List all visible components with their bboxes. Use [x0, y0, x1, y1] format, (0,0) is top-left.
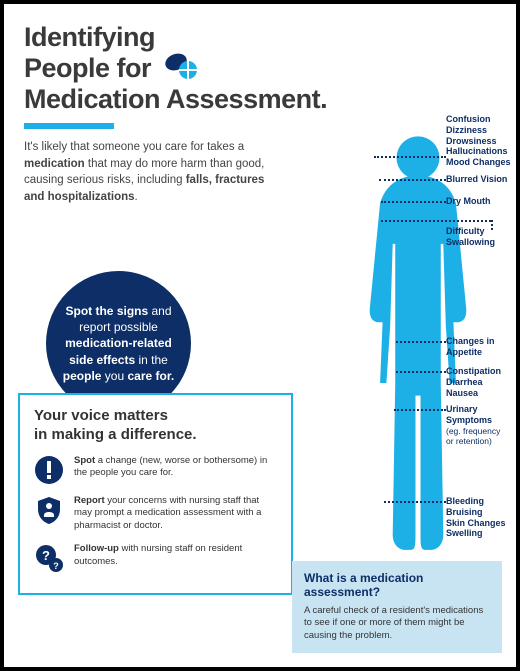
accent-bar [24, 123, 114, 129]
voice-icon [34, 455, 64, 485]
assessment-heading: What is a medication assessment? [304, 571, 490, 599]
leader-line [396, 371, 446, 373]
voice-item: Report your concerns with nursing staff … [34, 495, 277, 533]
symptom-label: Changes inAppetite [446, 336, 495, 358]
assessment-body: A careful check of a resident's medicati… [304, 605, 490, 643]
leader-line [379, 179, 446, 181]
symptom-label: DifficultySwallowing [446, 226, 495, 248]
symptom-label: UrinarySymptoms(eg. frequencyor retentio… [446, 404, 500, 447]
voice-matters-box: Your voice mattersin making a difference… [18, 393, 293, 595]
voice-item: Spot a change (new, worse or bothersome)… [34, 455, 277, 485]
voice-icon: ?? [34, 543, 64, 573]
content-area: Identifying People for Medication Assess… [4, 4, 516, 667]
leader-line [394, 409, 446, 411]
voice-icon [34, 495, 64, 525]
voice-item: ?? Follow-up with nursing staff on reside… [34, 543, 277, 573]
leader-line [381, 220, 491, 222]
leader-line [384, 501, 446, 503]
intro-text: It's likely that someone you care for ta… [24, 139, 274, 206]
svg-text:?: ? [53, 561, 59, 571]
page-title: Identifying People for Medication Assess… [24, 22, 496, 115]
svg-text:?: ? [42, 548, 50, 563]
voice-text: Report your concerns with nursing staff … [74, 495, 277, 533]
pills-icon [164, 52, 200, 87]
voice-text: Follow-up with nursing staff on resident… [74, 543, 277, 569]
voice-text: Spot a change (new, worse or bothersome)… [74, 455, 277, 481]
infographic-page: Identifying People for Medication Assess… [0, 0, 520, 671]
symptom-label: ConstipationDiarrheaNausea [446, 366, 501, 398]
voice-heading: Your voice mattersin making a difference… [34, 407, 277, 445]
leader-line [396, 341, 446, 343]
assessment-box: What is a medication assessment? A caref… [292, 561, 502, 653]
symptom-label: ConfusionDizzinessDrowsinessHallucinatio… [446, 114, 511, 168]
symptom-label: BleedingBruisingSkin ChangesSwelling [446, 496, 506, 539]
leader-line [381, 201, 446, 203]
symptom-label: Dry Mouth [446, 196, 491, 207]
leader-line [374, 156, 446, 158]
symptom-label: Blurred Vision [446, 174, 507, 185]
